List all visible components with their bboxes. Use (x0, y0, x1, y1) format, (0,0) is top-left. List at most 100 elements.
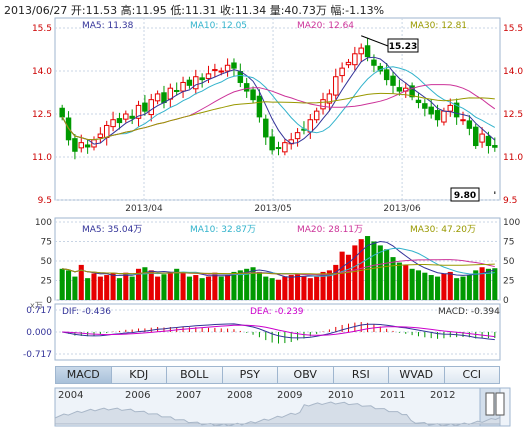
volume-y-tick-left: 25 (41, 277, 52, 287)
candle-body (345, 61, 352, 66)
price-ma5-line (61, 56, 496, 145)
macd-legend-dea: DEA: -0.239 (250, 307, 304, 317)
volume-ma30-line (62, 263, 495, 275)
volume-bar (123, 272, 129, 300)
candle-body (186, 79, 193, 86)
volume-bar (301, 276, 307, 300)
header-close: 收:11.34 (220, 4, 267, 17)
header-volume: 量:40.73万 (269, 4, 327, 17)
volume-bar (377, 245, 383, 300)
tab-boll[interactable]: BOLL (167, 366, 223, 384)
tab-rsi[interactable]: RSI (333, 366, 389, 384)
price-legend-ma20: MA20: 12.64 (297, 21, 354, 31)
candle-body (466, 120, 473, 129)
volume-bar (403, 264, 409, 300)
navigator-year-label: 2010 (328, 390, 353, 401)
candle-body (422, 103, 428, 109)
candle-body (84, 144, 91, 148)
candle-body (212, 69, 218, 72)
price-x-tick: 2013/05 (254, 204, 291, 214)
candle-body (333, 76, 339, 96)
volume-bar (492, 268, 498, 300)
tab-macd[interactable]: MACD (55, 366, 112, 384)
volume-bar (244, 268, 250, 300)
candle-body (180, 81, 186, 92)
volume-bar (78, 264, 84, 300)
volume-bar (59, 268, 65, 300)
volume-bar (97, 276, 103, 300)
volume-unit-label: x万 (30, 301, 43, 310)
price-y-tick-right: 12.5 (503, 110, 523, 120)
volume-bar (148, 270, 154, 300)
volume-y-tick-left: 0 (46, 296, 52, 306)
candle-body (256, 95, 263, 118)
navigator-year-label: 2008 (227, 390, 252, 401)
volume-bar (231, 271, 237, 300)
price-y-tick-right: 14.0 (503, 67, 523, 77)
candle-body (224, 64, 231, 72)
macd-y-tick: 0.717 (26, 306, 52, 316)
volume-legend-ma20: MA20: 28.11万 (297, 225, 363, 235)
volume-bar (186, 276, 192, 300)
volume-y-tick-right: 25 (503, 277, 514, 287)
candle-body (434, 110, 441, 121)
candle-body (167, 87, 174, 100)
macd-legend-dif: DIF: -0.436 (62, 307, 111, 317)
volume-bar (104, 275, 110, 300)
low-annotation-label: 9.80 (454, 191, 476, 201)
volume-y-tick-right: 100 (503, 218, 520, 228)
price-legend-ma30: MA30: 12.81 (410, 21, 467, 31)
header-date: 2013/06/27 (4, 4, 68, 17)
candle-body (193, 76, 199, 90)
volume-bar (161, 274, 167, 300)
macd-dea-line (62, 324, 495, 338)
volume-bar (129, 276, 135, 300)
candle-body (396, 87, 403, 92)
volume-bar (314, 276, 320, 300)
candle-body (199, 77, 205, 81)
volume-bar (358, 239, 364, 300)
candle-body (473, 126, 479, 147)
candle-body (129, 115, 135, 119)
tab-kdj[interactable]: KDJ (111, 366, 167, 384)
volume-bar (435, 276, 441, 300)
candle-body (116, 118, 123, 124)
volume-bar (135, 268, 142, 300)
candle-body (492, 145, 498, 148)
candle-body (237, 71, 244, 83)
candle-body (428, 106, 434, 115)
tab-psy[interactable]: PSY (222, 366, 278, 384)
volume-bar (116, 278, 122, 300)
volume-bar (205, 276, 212, 300)
volume-y-tick-right: 75 (503, 238, 514, 248)
navigator-area (54, 401, 501, 427)
navigator-year-label: 2007 (176, 390, 201, 401)
volume-bar (142, 267, 148, 300)
candle-body (352, 53, 358, 66)
candle-body (294, 132, 301, 140)
price-ma30-line (61, 92, 495, 141)
tab-obv[interactable]: OBV (278, 366, 334, 384)
volume-bar (326, 270, 332, 300)
volume-bar (225, 275, 231, 300)
price-y-tick-right: 11.0 (503, 153, 523, 163)
candle-body (103, 124, 110, 139)
volume-bar (466, 275, 472, 300)
volume-bar (72, 276, 78, 300)
volume-bar (409, 268, 415, 300)
candle-body (447, 104, 454, 112)
tab-cci[interactable]: CCI (444, 366, 500, 384)
price-legend-ma10: MA10: 12.05 (190, 21, 247, 31)
header-high: 高:11.95 (120, 4, 167, 17)
volume-bar (295, 273, 301, 300)
tab-wvad[interactable]: WVAD (389, 366, 445, 384)
volume-bar (174, 268, 180, 300)
volume-bar (167, 271, 173, 300)
candle-body (148, 99, 154, 116)
price-legend-ma5: MA5: 11.38 (82, 21, 134, 31)
candle-body (320, 99, 326, 110)
volume-bar (441, 273, 447, 300)
candle-body (282, 142, 288, 153)
price-y-tick-right: 9.5 (503, 196, 517, 206)
volume-legend-ma30: MA30: 47.20万 (410, 225, 476, 235)
